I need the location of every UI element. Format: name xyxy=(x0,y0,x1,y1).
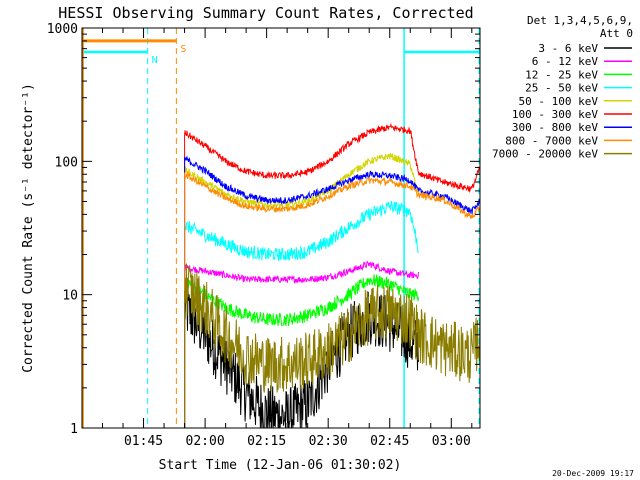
x-axis-label: Start Time (12-Jan-06 01:30:02) xyxy=(159,458,402,473)
legend-label: 300 - 800 keV xyxy=(512,121,598,134)
footer-date: 20-Dec-2009 19:17 xyxy=(552,469,634,478)
y-tick-label: 100 xyxy=(55,155,78,170)
legend-entry: 100 - 300 keV xyxy=(512,108,632,121)
legend-entry: 50 - 100 keV xyxy=(519,95,632,108)
plot-background xyxy=(82,28,480,428)
legend-label: 7000 - 20000 keV xyxy=(492,148,598,161)
legend-entry: 6 - 12 keV xyxy=(532,55,632,68)
series-line-8 xyxy=(184,263,481,428)
legend-entry: 25 - 50 keV xyxy=(525,82,632,95)
legend-entry: 300 - 800 keV xyxy=(512,121,632,134)
legend-header: Att 0 xyxy=(600,27,633,40)
x-tick-label: 01:45 xyxy=(124,434,163,449)
x-tick-label: 03:00 xyxy=(432,434,471,449)
legend-entry: 12 - 25 keV xyxy=(525,68,632,81)
series-line-5 xyxy=(184,122,481,428)
legend-label: 12 - 25 keV xyxy=(525,68,598,81)
series-line-1 xyxy=(184,260,419,428)
chart-title: HESSI Observing Summary Count Rates, Cor… xyxy=(58,4,473,22)
legend-header: Det 1,3,4,5,6,9, xyxy=(527,14,633,27)
legend-entry: 7000 - 20000 keV xyxy=(492,148,632,161)
legend-label: 100 - 300 keV xyxy=(512,108,598,121)
series-layer xyxy=(184,122,481,429)
legend-entry: 3 - 6 keV xyxy=(538,42,632,55)
legend-label: 800 - 7000 keV xyxy=(505,134,598,147)
flag-S-label: S xyxy=(180,44,186,55)
legend-label: 3 - 6 keV xyxy=(538,42,598,55)
flag-S: S xyxy=(82,28,186,428)
y-tick-label: 1000 xyxy=(47,22,78,37)
x-tick-label: 02:15 xyxy=(247,434,286,449)
y-tick-label: 1 xyxy=(70,422,78,437)
y-axis-label: Corrected Count Rate (s⁻¹ detector⁻¹) xyxy=(21,83,36,373)
series-line-3 xyxy=(184,201,419,428)
plot-frame xyxy=(81,27,481,429)
y-tick-label: 10 xyxy=(62,289,78,304)
flag-N-label: N xyxy=(152,55,158,66)
flags-layer: NS xyxy=(82,28,480,428)
legend-label: 50 - 100 keV xyxy=(519,95,599,108)
legend-label: 6 - 12 keV xyxy=(532,55,599,68)
series-line-2 xyxy=(184,274,419,428)
plot-area xyxy=(82,28,480,428)
legend-entry: 800 - 7000 keV xyxy=(505,134,632,147)
axes-layer: 1 10 100 1000 01:45 02:00 02:15 02:30 02:45 03:00 xyxy=(47,22,481,449)
legend-label: 25 - 50 keV xyxy=(525,82,598,95)
x-tick-label: 02:00 xyxy=(186,434,225,449)
series-line-6 xyxy=(184,155,481,428)
x-tick-label: 02:45 xyxy=(370,434,409,449)
series-line-7 xyxy=(184,171,481,428)
x-tick-label: 02:30 xyxy=(309,434,348,449)
